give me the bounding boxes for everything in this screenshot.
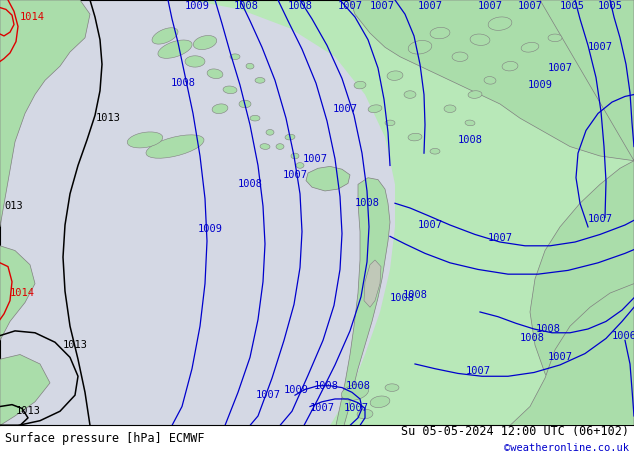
- Text: 013: 013: [4, 201, 23, 211]
- Polygon shape: [488, 17, 512, 30]
- Polygon shape: [296, 162, 304, 168]
- Text: 1008: 1008: [171, 78, 195, 88]
- Polygon shape: [239, 100, 251, 108]
- Polygon shape: [368, 105, 382, 113]
- Polygon shape: [444, 105, 456, 112]
- Polygon shape: [548, 34, 562, 41]
- Polygon shape: [387, 71, 403, 81]
- Polygon shape: [207, 69, 223, 79]
- Text: 1013: 1013: [63, 340, 87, 350]
- Text: 1014: 1014: [10, 288, 34, 298]
- Text: 1008: 1008: [389, 293, 415, 303]
- Text: 1013: 1013: [96, 113, 120, 123]
- Text: 1008: 1008: [536, 324, 560, 334]
- Polygon shape: [260, 144, 270, 149]
- Polygon shape: [430, 148, 440, 154]
- Text: 1005: 1005: [597, 0, 623, 10]
- Polygon shape: [0, 354, 50, 425]
- Polygon shape: [223, 86, 237, 94]
- Polygon shape: [127, 132, 163, 148]
- Text: 1007: 1007: [588, 42, 612, 52]
- Polygon shape: [385, 384, 399, 391]
- Text: Surface pressure [hPa] ECMWF: Surface pressure [hPa] ECMWF: [5, 432, 205, 445]
- Polygon shape: [408, 40, 432, 54]
- Polygon shape: [385, 120, 395, 126]
- Text: 1007: 1007: [588, 214, 612, 224]
- Polygon shape: [250, 115, 260, 121]
- Text: 1008: 1008: [287, 0, 313, 10]
- Polygon shape: [336, 283, 634, 425]
- Polygon shape: [276, 144, 284, 149]
- Polygon shape: [341, 384, 368, 400]
- Polygon shape: [470, 34, 490, 46]
- Text: 1008: 1008: [233, 0, 259, 10]
- Text: 1007: 1007: [548, 63, 573, 73]
- Polygon shape: [158, 40, 192, 58]
- Text: 1008: 1008: [403, 290, 427, 300]
- Polygon shape: [193, 35, 217, 50]
- Text: 1007: 1007: [418, 220, 443, 230]
- Text: Su 05-05-2024 12:00 UTC (06+102): Su 05-05-2024 12:00 UTC (06+102): [401, 425, 629, 438]
- Text: 1008: 1008: [519, 334, 545, 344]
- Polygon shape: [452, 52, 468, 61]
- Polygon shape: [430, 27, 450, 39]
- Text: 1007: 1007: [418, 0, 443, 10]
- Polygon shape: [465, 120, 475, 126]
- Polygon shape: [521, 42, 539, 52]
- Text: 1007: 1007: [488, 233, 512, 243]
- Text: 1007: 1007: [302, 154, 328, 164]
- Polygon shape: [291, 153, 299, 159]
- Polygon shape: [0, 246, 35, 340]
- Polygon shape: [255, 77, 265, 83]
- Text: 1008: 1008: [354, 198, 380, 208]
- Polygon shape: [502, 61, 518, 71]
- Text: 1008: 1008: [313, 381, 339, 391]
- Text: 1008: 1008: [346, 381, 370, 391]
- Text: 1009: 1009: [283, 384, 309, 394]
- Polygon shape: [484, 76, 496, 84]
- Text: 1009: 1009: [198, 224, 223, 234]
- Text: 1009: 1009: [527, 80, 552, 90]
- Polygon shape: [152, 28, 178, 44]
- Text: 1006: 1006: [612, 331, 634, 341]
- Polygon shape: [285, 134, 295, 140]
- Polygon shape: [468, 91, 482, 98]
- Text: 1007: 1007: [548, 352, 573, 362]
- Text: 1007: 1007: [465, 365, 491, 375]
- Text: 1007: 1007: [332, 104, 358, 114]
- Text: 1007: 1007: [256, 390, 280, 400]
- Polygon shape: [185, 56, 205, 67]
- Polygon shape: [0, 0, 90, 227]
- Text: 1007: 1007: [477, 0, 503, 10]
- Polygon shape: [306, 167, 350, 191]
- Text: 1008: 1008: [238, 179, 262, 189]
- Polygon shape: [230, 54, 240, 60]
- Polygon shape: [404, 91, 416, 98]
- Text: 1007: 1007: [517, 0, 543, 10]
- Text: 1007: 1007: [309, 404, 335, 414]
- Polygon shape: [408, 133, 422, 141]
- Polygon shape: [246, 63, 254, 69]
- Text: 1005: 1005: [559, 0, 585, 10]
- Text: 1007: 1007: [370, 0, 394, 10]
- Polygon shape: [146, 135, 204, 158]
- Polygon shape: [354, 81, 366, 89]
- Text: 1008: 1008: [458, 135, 482, 145]
- Text: 1013: 1013: [15, 406, 41, 416]
- Polygon shape: [530, 0, 634, 425]
- Polygon shape: [266, 130, 274, 135]
- Polygon shape: [336, 178, 390, 425]
- Text: 1007: 1007: [283, 170, 307, 180]
- Text: 1007: 1007: [344, 404, 368, 414]
- Polygon shape: [357, 410, 373, 419]
- Text: 1007: 1007: [337, 0, 363, 10]
- Polygon shape: [212, 104, 228, 114]
- Text: 1014: 1014: [20, 12, 44, 22]
- Text: 1009: 1009: [184, 0, 209, 10]
- Text: ©weatheronline.co.uk: ©weatheronline.co.uk: [504, 443, 629, 453]
- Polygon shape: [370, 396, 390, 408]
- Polygon shape: [364, 260, 381, 307]
- Polygon shape: [0, 0, 395, 425]
- Polygon shape: [350, 0, 634, 161]
